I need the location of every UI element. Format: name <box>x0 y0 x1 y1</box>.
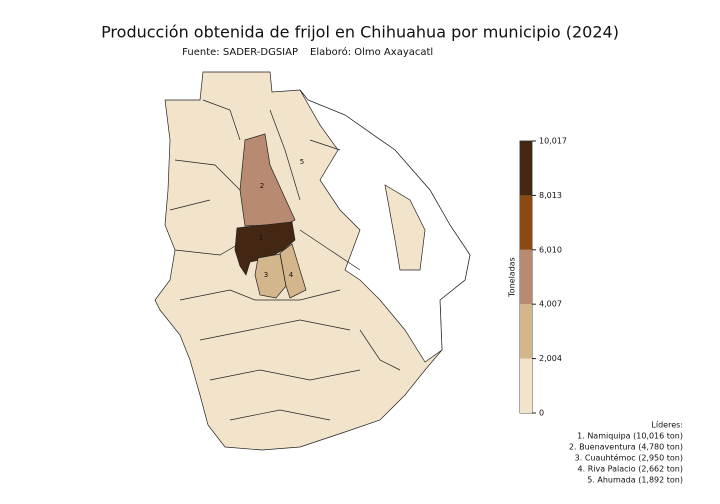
colorbar-bin <box>520 141 532 196</box>
leader-item: 1. Namiquipa (10,016 ton) <box>577 432 683 441</box>
map-label: 2 <box>260 182 264 190</box>
map-label: 1 <box>259 234 263 242</box>
map-title: Producción obtenida de frijol en Chihuah… <box>101 23 619 42</box>
map-label: 3 <box>264 271 268 279</box>
colorbar-label: Toneladas <box>508 257 517 298</box>
leaders-title: Líderes: <box>651 421 683 430</box>
municipality-borders <box>169 99 401 421</box>
colorbar-tick-label: 2,004 <box>539 354 562 363</box>
colorbar-tick-label: 10,017 <box>539 137 567 146</box>
colorbar-bin <box>520 249 532 305</box>
colorbar-bin <box>520 304 532 359</box>
leader-item: 4. Riva Palacio (2,662 ton) <box>578 465 683 474</box>
leader-item: 2. Buenaventura (4,780 ton) <box>569 443 683 452</box>
ne-strip <box>384 184 426 271</box>
leader-item: 5. Ahumada (1,892 ton) <box>587 476 683 485</box>
riva-palacio <box>279 243 307 299</box>
no-data-area <box>299 89 471 363</box>
colorbar-tick-label: 0 <box>539 409 544 418</box>
map <box>154 71 471 451</box>
leader-item: 3. Cuauhtémoc (2,950 ton) <box>575 453 683 463</box>
map-label: 4 <box>289 271 294 279</box>
colorbar-bin <box>520 358 532 413</box>
colorbar-tick-label: 6,010 <box>539 245 562 254</box>
source: Fuente: SADER-DGSIAP <box>182 47 298 58</box>
colorbar-tick-label: 8,013 <box>539 191 562 200</box>
map-label: 5 <box>300 158 304 166</box>
author: Elaboró: Olmo Axayacatl <box>310 46 433 58</box>
colorbar-tick-label: 4,007 <box>539 300 562 309</box>
colorbar-bin <box>520 195 532 250</box>
